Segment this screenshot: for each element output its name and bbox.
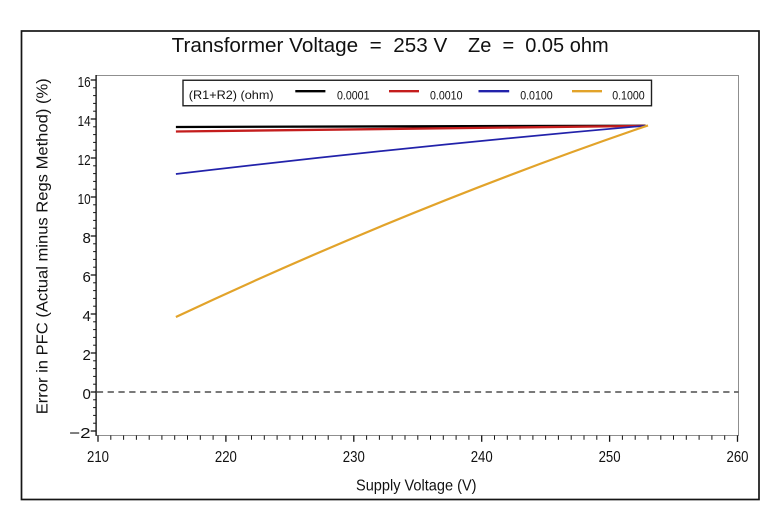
svg-text:220: 220 xyxy=(215,449,237,466)
svg-text:230: 230 xyxy=(343,449,365,466)
svg-text:Ze = 0.05 ohm: Ze = 0.05 ohm xyxy=(468,35,609,57)
svg-text:4: 4 xyxy=(82,308,90,325)
svg-text:Supply Voltage (V): Supply Voltage (V) xyxy=(356,477,477,494)
svg-text:8: 8 xyxy=(82,230,90,247)
svg-text:(R1+R2) (ohm): (R1+R2) (ohm) xyxy=(189,88,274,102)
svg-text:Transformer Voltage = 253 V: Transformer Voltage = 253 V xyxy=(172,35,448,57)
svg-text:12: 12 xyxy=(78,152,91,169)
svg-text:240: 240 xyxy=(471,449,493,466)
svg-text:0: 0 xyxy=(82,386,90,403)
svg-text:−2: −2 xyxy=(69,425,91,442)
svg-text:2: 2 xyxy=(82,347,90,364)
svg-text:6: 6 xyxy=(82,269,90,286)
svg-text:0.0010: 0.0010 xyxy=(430,88,463,102)
svg-text:10: 10 xyxy=(78,191,91,208)
svg-text:0.1000: 0.1000 xyxy=(612,88,645,102)
svg-text:Error in PFC (Actual minus Reg: Error in PFC (Actual minus Regs Method) … xyxy=(35,78,52,414)
svg-text:14: 14 xyxy=(78,113,91,130)
svg-text:250: 250 xyxy=(599,449,621,466)
svg-text:16: 16 xyxy=(78,74,91,91)
svg-text:0.0001: 0.0001 xyxy=(337,88,370,102)
svg-text:0.0100: 0.0100 xyxy=(520,88,553,102)
svg-text:210: 210 xyxy=(87,449,109,466)
svg-text:260: 260 xyxy=(727,449,749,466)
